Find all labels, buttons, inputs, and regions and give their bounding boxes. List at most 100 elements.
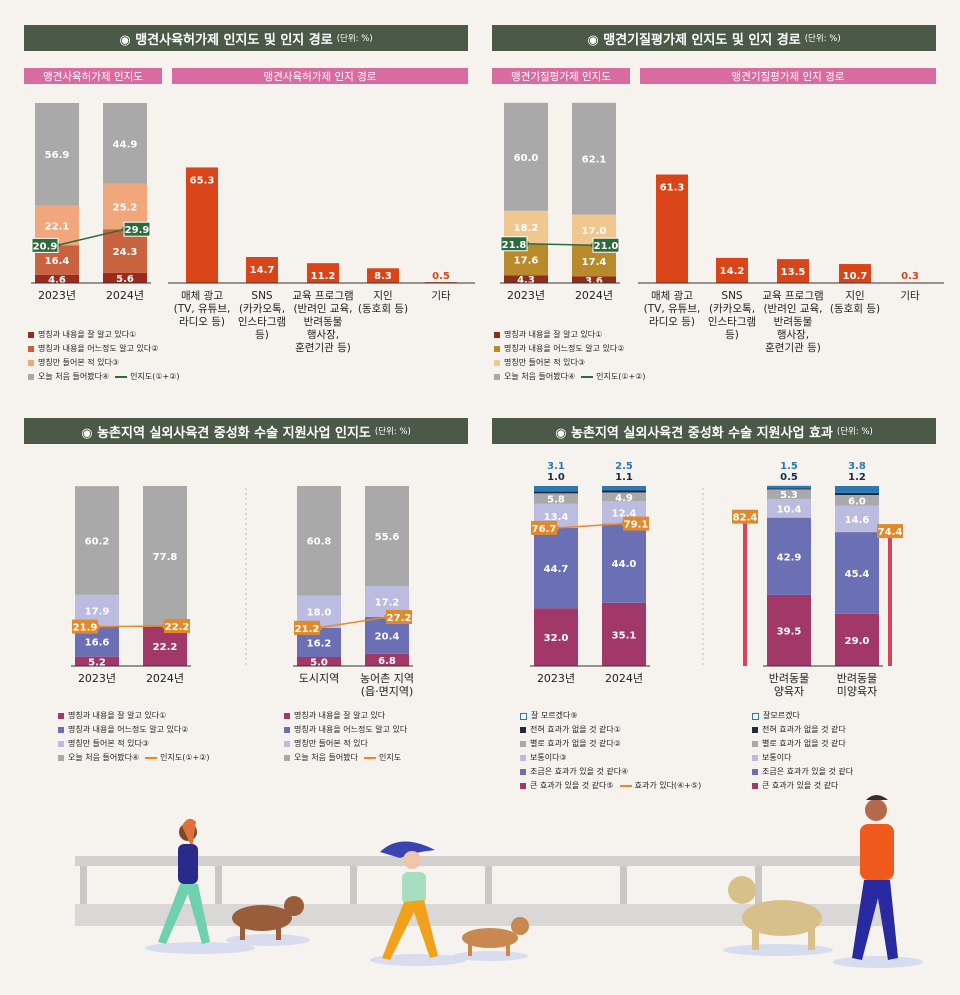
panel2-legend: 명칭과 내용을 잘 알고 있다① 명칭과 내용을 어느정도 알고 있다② 명칭만…: [494, 328, 646, 384]
panel2-unit: (단위: %): [804, 34, 841, 44]
x-tick-label: 2024년: [605, 672, 643, 685]
stacked-bar-segment: [103, 183, 147, 230]
x-tick-label: SNS (카카오톡, 인스타그램 등): [708, 290, 756, 341]
stacked-bar-segment: [602, 486, 646, 491]
stacked-bar-segment: [35, 103, 79, 206]
route-value-label: 0.5: [432, 271, 450, 282]
segment-value-label: 44.9: [113, 139, 138, 150]
legend-item: 명칭만 들어본 적 있다③: [28, 356, 180, 370]
segment-value-label: 35.1: [612, 630, 637, 641]
trend-value-label: 21.2: [295, 624, 320, 635]
panel1-routes-pill: 맹견사육허가제 인지 경로: [172, 68, 468, 84]
segment-value-label: 20.4: [375, 631, 400, 642]
legend-item: 명칭과 내용을 어느정도 알고 있다②: [58, 723, 210, 737]
stacked-bar-segment: [75, 656, 119, 666]
side-label-box: [732, 509, 758, 524]
panel3-unit: (단위: %): [374, 427, 411, 437]
segment-value-label: 32.0: [544, 633, 569, 644]
stacked-bar-segment: [835, 495, 879, 506]
legend-item: 별로 효과가 없을 것 같다②: [520, 737, 701, 751]
legend-item: 명칭과 내용을 어느정도 알고 있다②: [494, 342, 646, 356]
legend-item: 오늘 처음 들어봤다 인지도: [284, 751, 407, 765]
segment-value-label: 16.6: [85, 638, 110, 649]
trend-value-label: 29.9: [125, 225, 150, 236]
walker-3-icon: [833, 795, 923, 968]
legend-item: 별로 효과가 없을 것 같다: [752, 737, 853, 751]
stacked-bar-segment: [767, 489, 811, 499]
segment-value-label: 55.6: [375, 532, 400, 543]
trend-label-box: [531, 520, 557, 535]
trend-value-label: 22.2: [165, 622, 190, 633]
segment-value-label: 17.4: [582, 257, 607, 268]
legend-item: 잘 모르겠다⑨: [520, 709, 701, 723]
x-tick-label: 농어촌 지역 (읍·면지역): [360, 672, 414, 698]
stacked-bar-segment: [835, 613, 879, 666]
trend-line: [96, 625, 166, 628]
trend-line: [555, 522, 625, 529]
stacked-bar-segment: [297, 657, 341, 666]
x-tick-label: 반려동물 미양육자: [837, 672, 877, 698]
segment-value-label: 5.6: [116, 274, 134, 285]
stacked-bar-segment: [297, 486, 341, 596]
x-tick-label: 매체 광고 (TV, 유튜브, 라디오 등): [644, 290, 701, 328]
route-bar: [839, 264, 871, 283]
route-value-label: 11.2: [311, 271, 336, 282]
side-indicator-bar: [888, 532, 892, 666]
panel1-legend: 명칭과 내용을 잘 알고 있다① 명칭과 내용을 어느정도 알고 있다② 명칭만…: [28, 328, 180, 384]
stacked-bar-segment: [534, 491, 578, 494]
segment-value-label: 16.2: [307, 638, 332, 649]
legend-item: 명칭과 내용을 어느정도 알고 있다: [284, 723, 407, 737]
route-value-label: 8.3: [374, 271, 392, 282]
stacked-bar-segment: [767, 517, 811, 595]
stacked-bar-segment: [835, 532, 879, 614]
trend-value-label: 21.0: [594, 241, 619, 252]
x-tick-label: 기타: [900, 290, 920, 302]
panel4-legend-year: 잘 모르겠다⑨ 전혀 효과가 없을 것 같다① 별로 효과가 없을 것 같다② …: [520, 709, 701, 793]
trend-label-box: [294, 620, 320, 635]
route-bar: [367, 268, 399, 283]
x-tick-label: 지인 (동호회 등): [358, 290, 408, 315]
stacked-bar-segment: [835, 505, 879, 533]
panel3-title: ◉ 농촌지역 실외사육견 중성화 수술 지원사업 인지도 (단위: %): [24, 418, 468, 444]
legend-item: 명칭과 내용을 잘 알고 있다①: [58, 709, 210, 723]
stacked-bar-segment: [103, 272, 147, 283]
x-tick-label: 매체 광고 (TV, 유튜브, 라디오 등): [174, 290, 231, 328]
walker-2-icon: [370, 841, 466, 966]
x-tick-label: 교육 프로그램 (반려인 교육, 반려동물 행사장, 훈련기관 등): [292, 290, 353, 354]
x-tick-label: 2024년: [575, 289, 613, 302]
trend-label-box: [123, 221, 151, 237]
legend-item: 큰 효과가 있을 것 같다⑤ 효과가 있다(④+⑤): [520, 779, 701, 793]
segment-value-label: 42.9: [777, 552, 802, 563]
segment-value-label: 5.8: [547, 495, 565, 506]
segment-value-label: 18.0: [307, 608, 332, 619]
segment-value-label: 6.8: [378, 656, 396, 667]
legend-item: 오늘 처음 들어봤다④ 인지도(①+②): [58, 751, 210, 765]
segment-value-label: 5.3: [780, 490, 798, 501]
segment-value-label: 17.6: [514, 255, 539, 266]
segment-value-label: 1.0: [547, 472, 565, 483]
trend-label-box: [386, 610, 412, 625]
trend-label-box: [31, 237, 59, 253]
legend-item: 명칭과 내용을 잘 알고 있다①: [28, 328, 180, 342]
walking-dogs-illustration: [75, 795, 923, 968]
panel4-legend-owner: 잘모르겠다 전혀 효과가 없을 것 같다 별로 효과가 없을 것 같다 보통이다…: [752, 709, 853, 793]
segment-value-label: 1.1: [615, 472, 633, 483]
stacked-bar-segment: [835, 492, 879, 495]
segment-value-label: 17.0: [582, 226, 607, 237]
legend-item: 오늘 처음 들어봤다④ 인지도(①+②): [494, 370, 646, 384]
x-tick-label: 도시지역: [299, 672, 339, 685]
stacked-bar-segment: [103, 103, 147, 184]
trend-value-label: 21.9: [73, 623, 98, 634]
side-indicator-bar: [743, 517, 747, 666]
segment-value-label: 13.4: [544, 512, 569, 523]
x-tick-label: 기타: [431, 290, 451, 302]
trend-label-box: [592, 237, 620, 253]
x-tick-label: 2023년: [537, 672, 575, 685]
segment-value-label: 10.4: [777, 504, 802, 515]
trend-value-label: 27.2: [387, 613, 412, 624]
legend-item: 오늘 처음 들어봤다④ 인지도(①+②): [28, 370, 180, 384]
stacked-bar-segment: [504, 102, 548, 211]
stacked-bar-segment: [35, 274, 79, 283]
segment-value-label: 24.3: [113, 247, 138, 258]
segment-value-label: 3.1: [547, 461, 565, 472]
